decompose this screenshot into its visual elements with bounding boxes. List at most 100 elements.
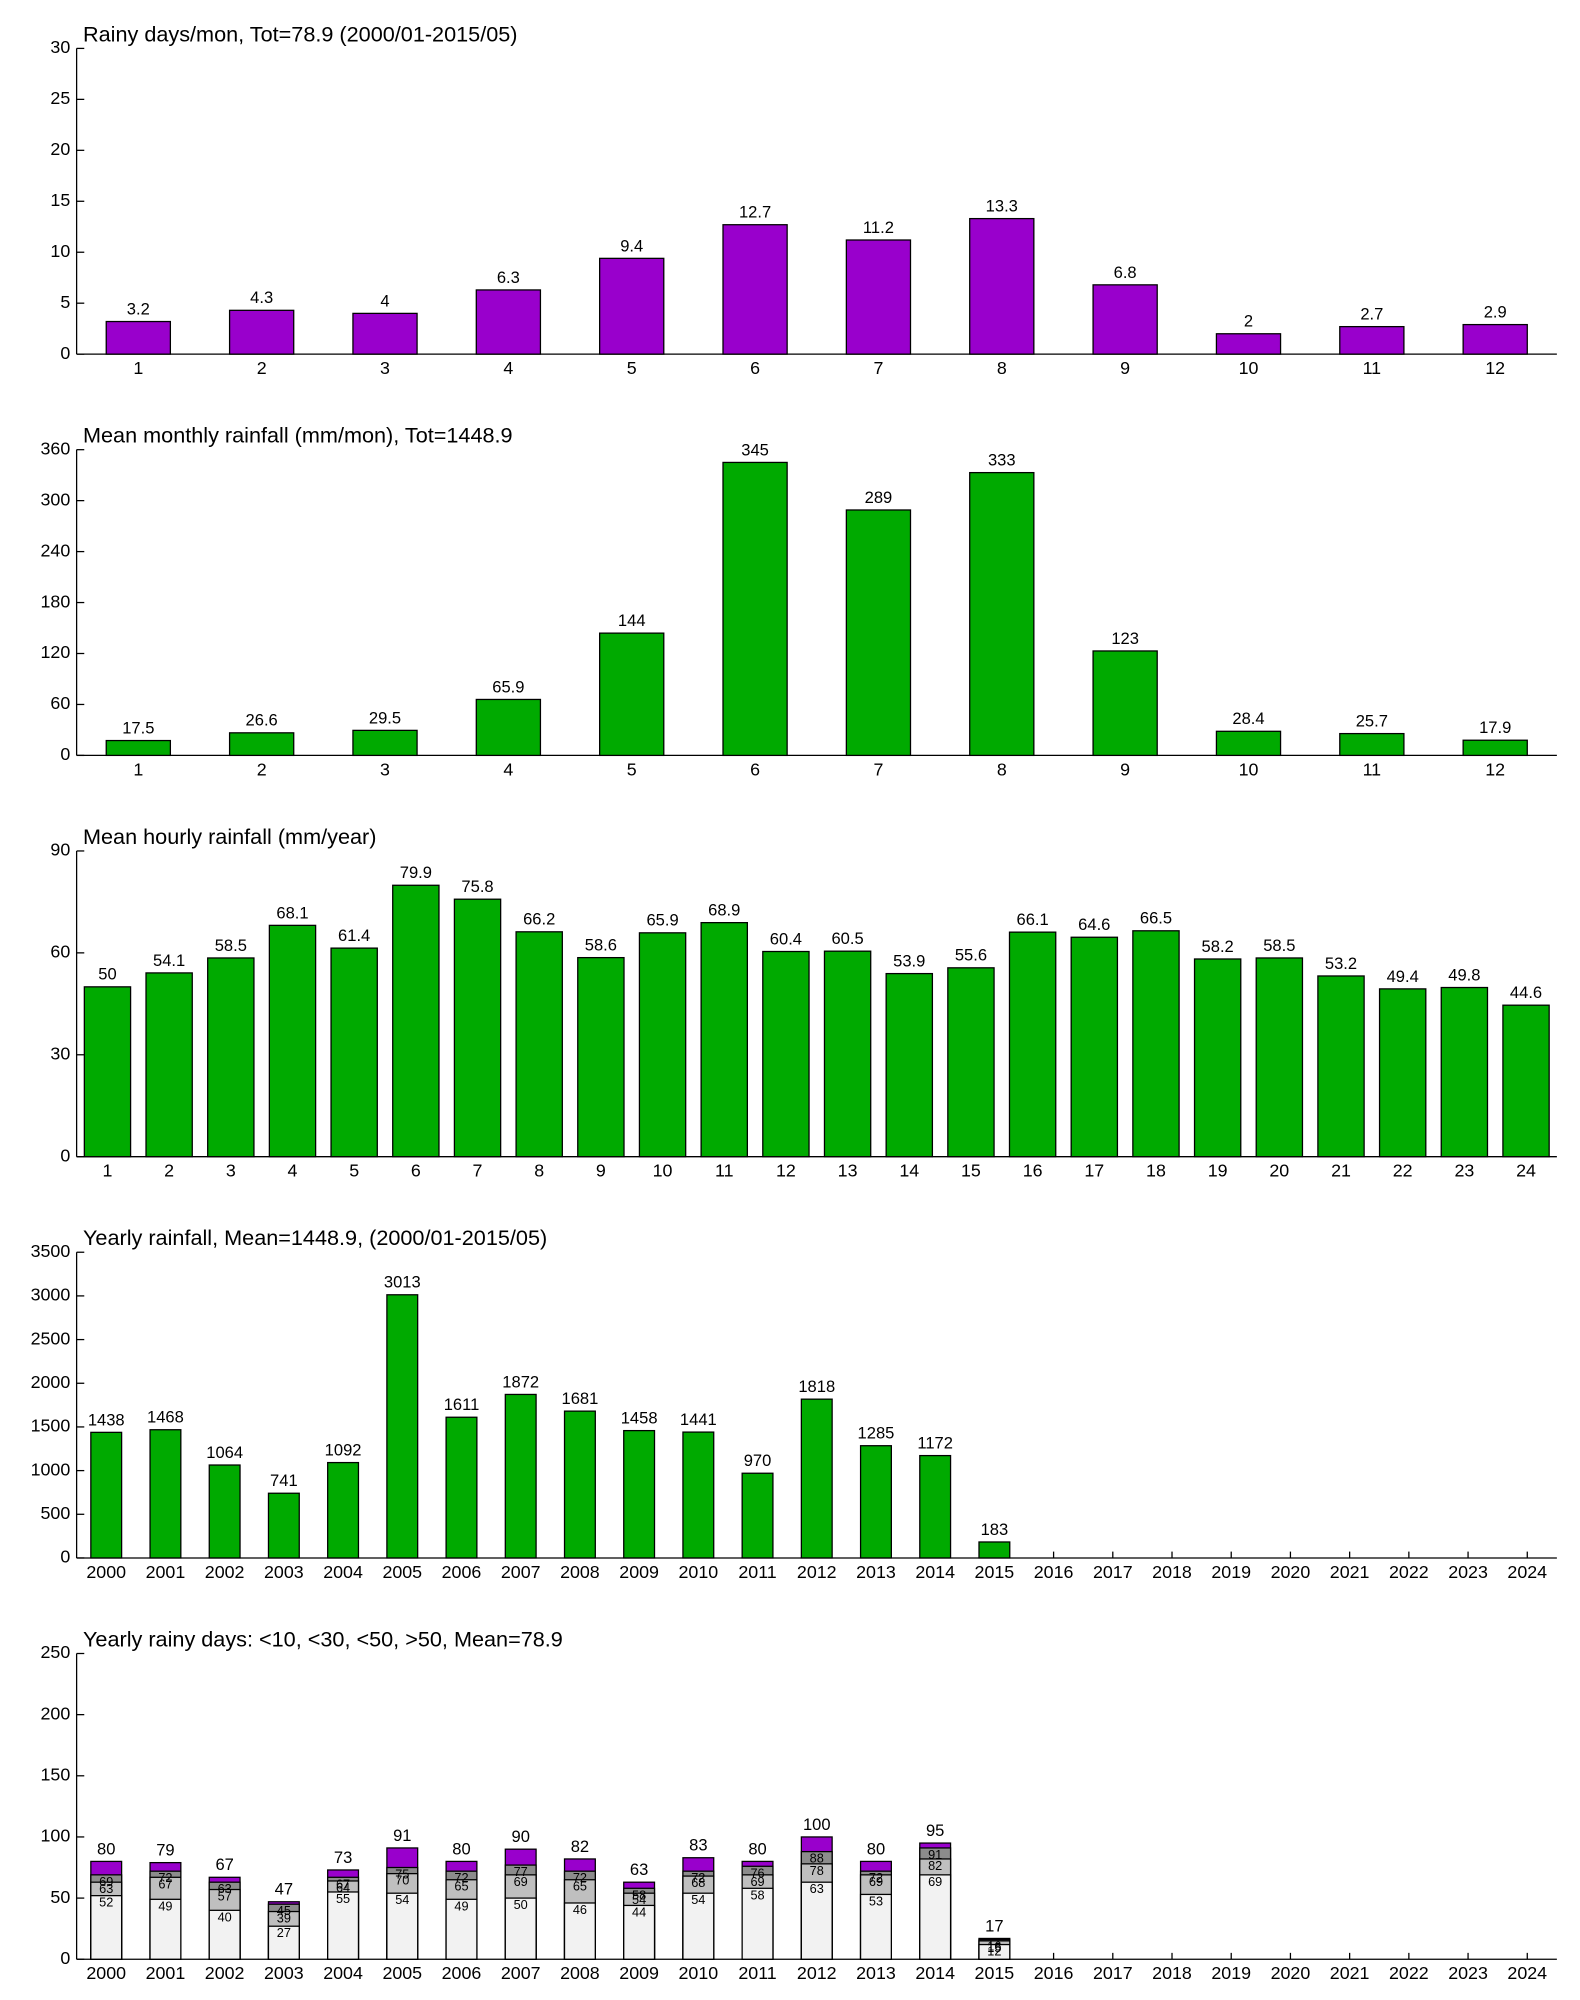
bar	[90, 1431, 123, 1559]
x-tick-label: 11	[715, 1161, 734, 1181]
value-label: 58.5	[215, 936, 247, 955]
value-label: 58.2	[1202, 937, 1234, 956]
x-tick-label: 2018	[1152, 1963, 1192, 1983]
x-tick-label: 2009	[619, 1562, 659, 1582]
bar	[145, 972, 193, 1158]
bar	[577, 956, 625, 1158]
value-label: 1092	[325, 1440, 362, 1459]
value-label: 1611	[444, 1395, 480, 1414]
segment-label: 63	[99, 1881, 113, 1896]
segment-label: 57	[218, 1889, 232, 1904]
bar	[1008, 931, 1057, 1158]
value-label: 17.9	[1479, 718, 1511, 737]
segment-label: 91	[928, 1847, 942, 1862]
y-tick-label: 0	[60, 343, 70, 363]
x-tick-label: 2001	[146, 1963, 186, 1983]
value-label: 95	[926, 1821, 944, 1840]
value-label: 17	[985, 1916, 1003, 1935]
bar	[149, 1429, 182, 1559]
x-tick-label: 8	[997, 358, 1007, 378]
segment-label: 49	[454, 1898, 468, 1913]
bar	[267, 1492, 300, 1559]
bar	[978, 1541, 1011, 1559]
chart-title: Mean monthly rainfall (mm/mon), Tot=1448…	[83, 423, 513, 448]
bar	[1462, 323, 1528, 355]
x-tick-label: 2012	[797, 1963, 837, 1983]
bar	[1339, 732, 1405, 757]
value-label: 123	[1111, 629, 1139, 648]
x-tick-label: 12	[776, 1161, 796, 1181]
bar	[800, 1398, 833, 1559]
bar	[327, 1461, 360, 1559]
y-tick-label: 5	[60, 292, 70, 312]
value-label: 44.6	[1510, 983, 1542, 1002]
value-label: 100	[803, 1815, 831, 1834]
value-label: 73	[334, 1848, 352, 1867]
value-label: 333	[988, 451, 1016, 470]
x-tick-label: 6	[750, 358, 760, 378]
x-tick-label: 7	[873, 358, 883, 378]
bar	[445, 1898, 478, 1960]
bar	[386, 1892, 419, 1960]
bar	[392, 884, 440, 1158]
bar	[105, 320, 172, 355]
segment-label: 54	[632, 1892, 646, 1907]
bar	[1378, 988, 1427, 1158]
bar	[352, 312, 418, 355]
chart-title: Yearly rainfall, Mean=1448.9, (2000/01-2…	[83, 1225, 547, 1250]
value-label: 65.9	[646, 911, 678, 930]
x-tick-label: 4	[503, 759, 513, 779]
value-label: 91	[393, 1826, 411, 1845]
segment-label: 49	[158, 1898, 172, 1913]
value-label: 83	[689, 1836, 707, 1855]
segment-label: 63	[810, 1881, 824, 1896]
x-tick-label: 5	[627, 358, 637, 378]
x-tick-label: 2005	[382, 1562, 422, 1582]
x-tick-label: 2023	[1448, 1562, 1488, 1582]
y-tick-label: 0	[60, 744, 70, 764]
value-label: 4	[380, 291, 389, 310]
bar	[741, 1472, 774, 1559]
x-tick-label: 17	[1084, 1161, 1104, 1181]
x-tick-label: 3	[380, 759, 390, 779]
bar	[599, 257, 665, 355]
x-tick-label: 2010	[678, 1562, 718, 1582]
segment-label: 82	[928, 1858, 942, 1873]
bar	[352, 729, 418, 757]
y-tick-label: 120	[41, 642, 71, 662]
x-tick-label: 4	[288, 1161, 298, 1181]
x-tick-label: 2011	[738, 1562, 776, 1582]
segment-label: 53	[869, 1893, 883, 1908]
y-tick-label: 0	[60, 1948, 70, 1968]
segment-label: 77	[514, 1864, 528, 1879]
chart-title: Mean hourly rainfall (mm/year)	[83, 824, 376, 849]
value-label: 58.5	[1263, 936, 1295, 955]
value-label: 80	[97, 1839, 115, 1858]
bar	[969, 217, 1035, 355]
bar	[267, 1925, 300, 1960]
value-label: 2	[1244, 312, 1253, 331]
bar	[969, 471, 1035, 757]
x-tick-label: 10	[1239, 759, 1259, 779]
x-tick-label: 13	[838, 1161, 858, 1181]
segment-label: 88	[810, 1851, 824, 1866]
value-label: 6.8	[1114, 263, 1137, 282]
y-tick-label: 10	[50, 241, 70, 261]
value-label: 65.9	[492, 677, 524, 696]
value-label: 66.1	[1017, 910, 1049, 929]
x-tick-label: 2010	[678, 1963, 718, 1983]
bar	[623, 1429, 656, 1559]
value-label: 1681	[562, 1389, 599, 1408]
y-tick-label: 30	[50, 1043, 70, 1063]
y-tick-label: 100	[41, 1826, 71, 1846]
bar	[845, 509, 912, 757]
bar	[638, 932, 687, 1158]
value-label: 9.4	[620, 236, 643, 255]
segment-label: 78	[810, 1863, 824, 1878]
bar	[1070, 936, 1119, 1158]
x-tick-label: 14	[899, 1161, 919, 1181]
value-label: 25.7	[1356, 711, 1388, 730]
bar	[208, 1464, 241, 1559]
